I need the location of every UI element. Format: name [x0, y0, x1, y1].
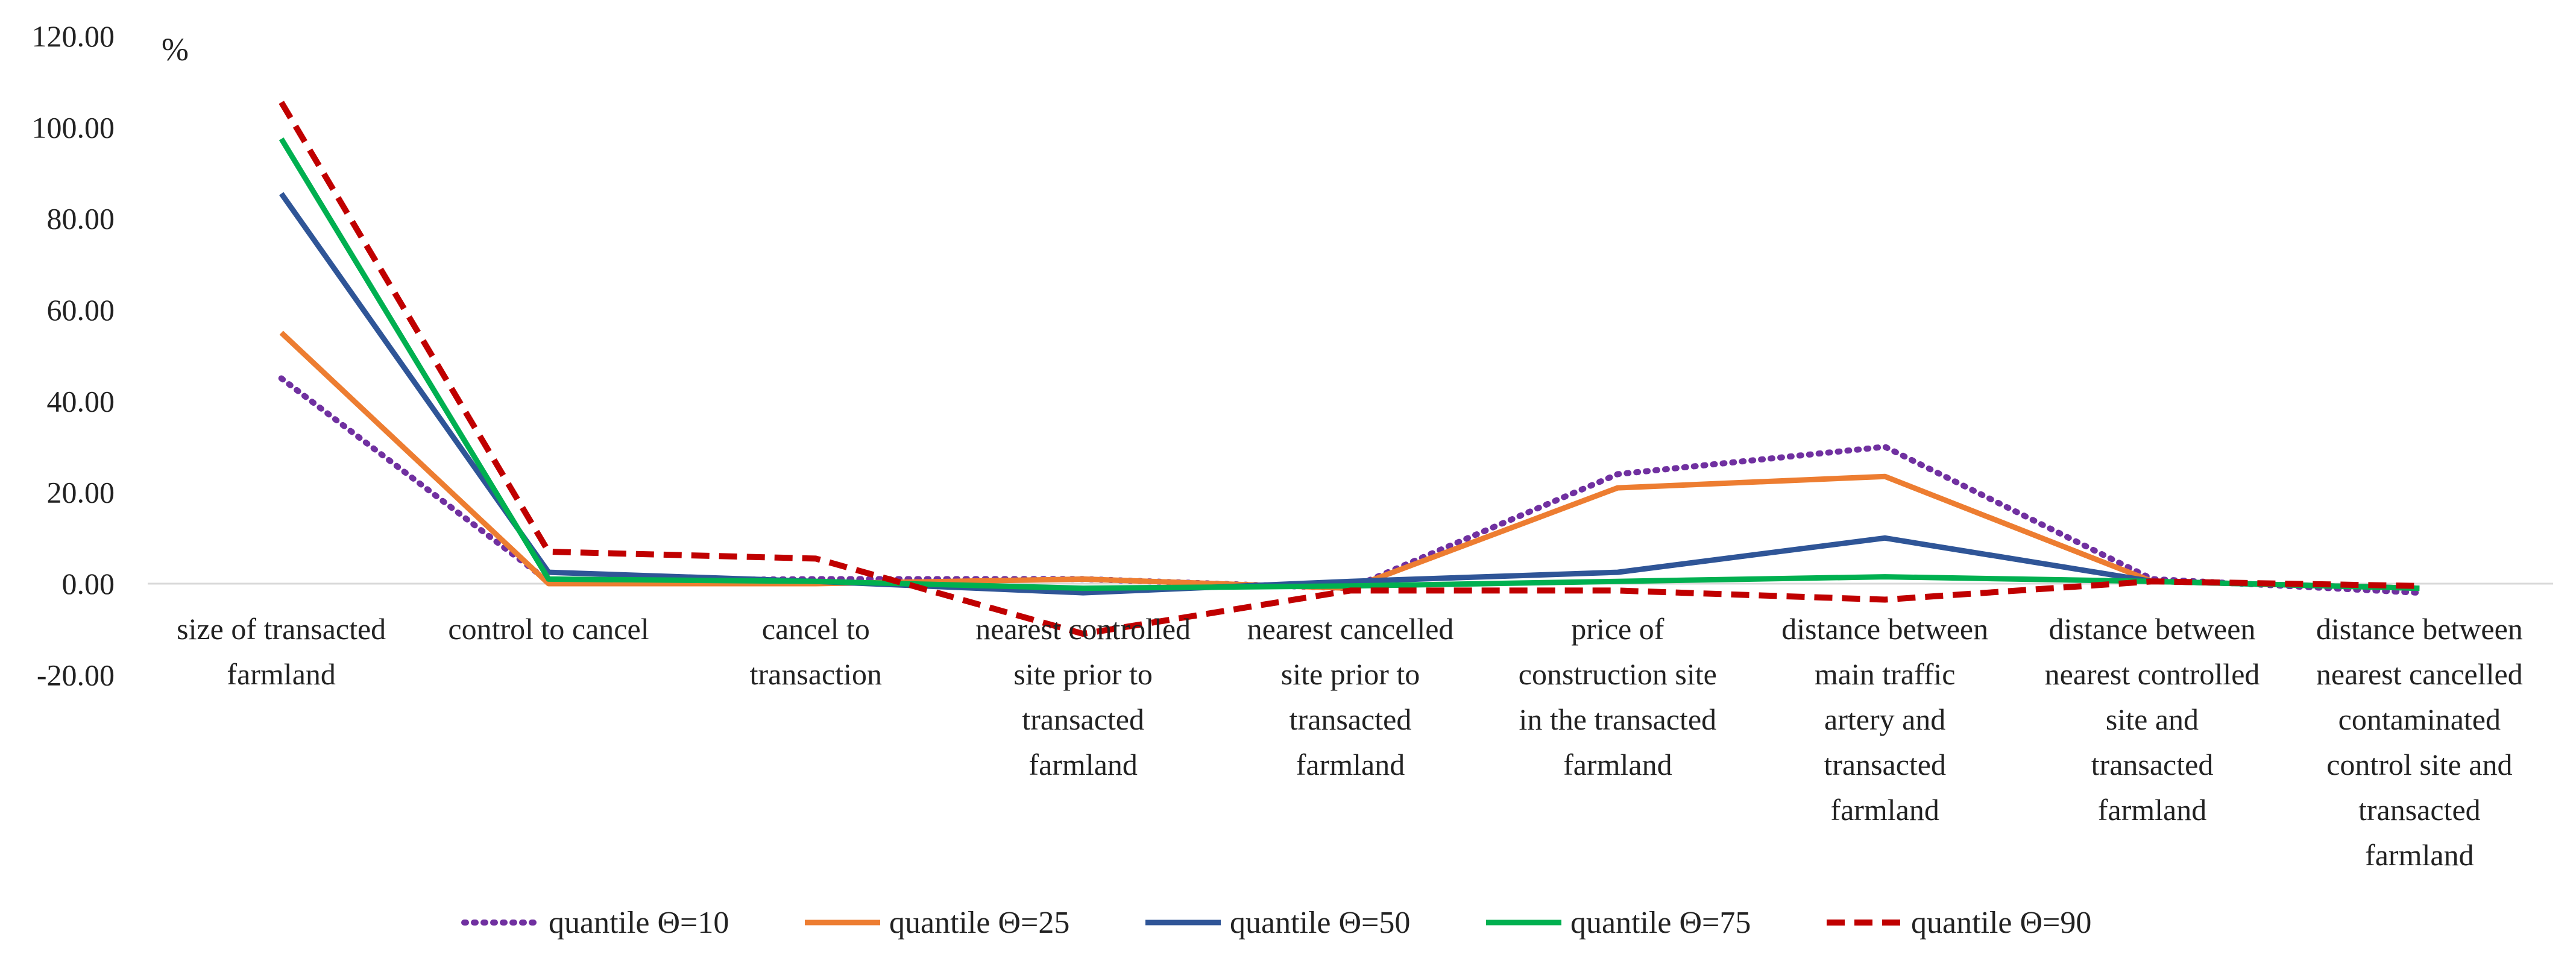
legend-label: quantile Θ=10 [549, 906, 729, 940]
legend-label: quantile Θ=75 [1570, 906, 1751, 940]
y-tick-label: 100.00 [32, 110, 115, 144]
series-line-4 [279, 137, 2420, 592]
x-category-label: price of construction site in the transact… [1519, 612, 1717, 781]
y-axis-unit-label: % [162, 31, 189, 68]
x-category-label: distance between main traffic artery and tr… [1781, 612, 1988, 827]
legend: quantile Θ=10 quantile Θ=25 quantile Θ=50 q… [461, 906, 2091, 940]
y-tick-label: 20.00 [47, 476, 115, 510]
legend-label: quantile Θ=90 [1911, 906, 2091, 940]
series-line-2 [279, 330, 2420, 592]
y-tick-label: -20.00 [37, 658, 115, 692]
series-line-3 [279, 192, 2420, 596]
y-tick-label: 40.00 [47, 384, 115, 418]
x-category-label: cancel to transaction [750, 612, 882, 691]
legend-label: quantile Θ=25 [889, 906, 1069, 940]
series-lines [278, 101, 2423, 637]
series-line-5 [279, 101, 2420, 637]
y-axis-ticks: 120.00 100.00 80.00 60.00 40.00 20.00 0.00 -20.… [32, 19, 115, 692]
x-category-label: size of transacted farmland [177, 612, 386, 691]
y-tick-label: 80.00 [47, 202, 115, 236]
y-tick-label: 120.00 [32, 19, 115, 53]
y-tick-label: 60.00 [47, 293, 115, 327]
y-tick-label: 0.00 [62, 567, 115, 601]
x-category-label: nearest controlled site prior to transacte… [975, 612, 1191, 781]
legend-label: quantile Θ=50 [1230, 906, 1410, 940]
x-category-label: control to cancel [448, 612, 649, 646]
x-category-label: nearest cancelled site prior to transacted… [1247, 612, 1454, 781]
x-axis-labels: size of transacted farmland control to can… [177, 612, 2523, 872]
x-category-label: distance between nearest cancelled contami… [2316, 612, 2523, 872]
x-category-label: distance between nearest controlled site a… [2045, 612, 2260, 827]
